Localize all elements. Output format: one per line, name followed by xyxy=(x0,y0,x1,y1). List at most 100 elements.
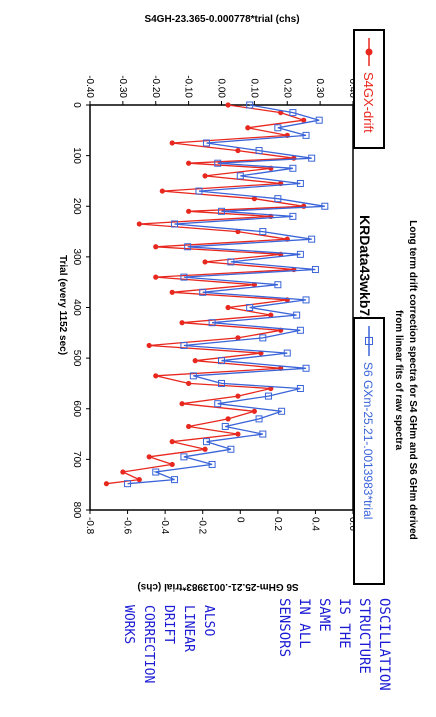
left-axis-tick-label: 0.30 xyxy=(314,79,325,99)
data-point xyxy=(103,481,110,487)
data-point xyxy=(169,289,175,295)
data-point xyxy=(246,304,254,311)
right-axis-tick-label: -0.2 xyxy=(197,517,208,535)
data-point xyxy=(221,422,229,430)
data-point xyxy=(153,274,159,280)
svg-text:IS THE: IS THE xyxy=(336,598,352,649)
data-point xyxy=(296,385,304,392)
data-point xyxy=(225,102,231,108)
data-point xyxy=(202,438,210,446)
data-point xyxy=(296,326,304,334)
data-point xyxy=(245,125,251,131)
data-point xyxy=(259,228,267,236)
rotated-chart: -0.40 -0.30 -0.20 -0.10 0.00 0.10 0.20 0.30 0.40… xyxy=(57,29,418,585)
data-point xyxy=(308,154,316,162)
x-axis-label: Trial (every 1152 sec) xyxy=(57,255,68,355)
data-point xyxy=(302,131,310,139)
left-axis-tick-label: -0.40 xyxy=(84,75,95,98)
left-axis-tick-label: -0.30 xyxy=(117,75,128,98)
svg-text:CORRECTION: CORRECTION xyxy=(141,605,156,683)
data-point xyxy=(218,379,225,387)
data-point xyxy=(208,460,216,468)
right-axis-ticks: -0.8 -0.6 -0.4 -0.2 0 0.2 0.4 0.6 xyxy=(84,510,358,535)
legend-s6gxm-label: S6 GXm-25.21-.0013983*trial xyxy=(361,362,375,519)
data-point xyxy=(171,220,179,228)
left-axis-tick-label: -0.20 xyxy=(150,75,161,98)
left-axis-tick-label: 0.20 xyxy=(281,79,292,99)
chart-subtitle: KRData43wkb72 xyxy=(357,215,373,324)
data-point xyxy=(268,312,274,318)
handwritten-note-oscillation: OSCILLATION STRUCTURE IS THE SAME IN ALL… xyxy=(276,598,392,691)
data-point xyxy=(159,188,165,194)
data-point xyxy=(186,380,192,387)
data-point xyxy=(202,446,208,452)
data-point xyxy=(227,258,235,266)
right-axis-label: S6 GHm-25.21-.0013983*trial (chs) xyxy=(137,581,298,592)
data-point xyxy=(321,202,329,210)
data-point xyxy=(274,195,282,203)
svg-text:LINEAR: LINEAR xyxy=(181,605,196,652)
right-axis-tick-label: -0.6 xyxy=(122,517,133,535)
left-axis-tick-label: 0.40 xyxy=(347,79,358,99)
data-point xyxy=(208,319,216,327)
data-point xyxy=(202,173,208,179)
data-point xyxy=(311,266,319,274)
data-point xyxy=(186,208,192,214)
data-point xyxy=(195,187,203,195)
left-axis-tick-label: -0.10 xyxy=(183,75,194,98)
x-axis-tick-label: 300 xyxy=(71,249,82,266)
data-point xyxy=(235,228,241,235)
svg-text:DRIFT: DRIFT xyxy=(161,605,176,644)
data-point xyxy=(225,416,231,422)
chart-title-line-1: Long term drift correction spectra for S… xyxy=(407,220,418,540)
x-axis-tick-label: 600 xyxy=(71,400,82,417)
data-point xyxy=(153,244,159,250)
data-point xyxy=(189,372,197,380)
right-axis-tick-label: 0.6 xyxy=(347,517,358,531)
right-axis-tick-label: 0 xyxy=(234,517,245,523)
left-axis-tick-label: 0.10 xyxy=(248,79,259,99)
x-axis-tick-label: 400 xyxy=(71,299,82,316)
data-point xyxy=(236,172,244,180)
right-axis-tick-label: 0.4 xyxy=(309,517,320,531)
handwritten-note-linear-drift: ALSO LINEAR DRIFT CORRECTION WORKS xyxy=(121,605,216,683)
x-axis-tick-label: 700 xyxy=(71,451,82,468)
svg-text:SENSORS: SENSORS xyxy=(276,598,292,657)
data-point xyxy=(169,140,175,146)
data-point xyxy=(146,454,152,460)
data-point xyxy=(202,139,210,147)
x-axis-tick-label: 100 xyxy=(71,147,82,164)
left-axis-label: S4GH-23.365-0.000778*trial (chs) xyxy=(144,14,299,25)
data-point xyxy=(264,392,272,400)
data-point xyxy=(255,415,263,423)
data-point xyxy=(235,393,241,399)
data-point xyxy=(302,364,310,372)
data-point xyxy=(218,207,225,215)
data-point xyxy=(199,288,207,296)
data-point xyxy=(184,243,192,251)
svg-text:OSCILLATION: OSCILLATION xyxy=(376,598,392,691)
x-axis-tick-label: 0 xyxy=(71,102,82,108)
data-point xyxy=(255,147,263,155)
x-axis-ticks: 0 100 200 300 400 500 600 700 800 xyxy=(71,102,90,519)
data-point xyxy=(136,221,142,227)
data-point xyxy=(214,159,222,167)
data-point xyxy=(179,320,185,326)
data-point xyxy=(308,235,316,243)
data-point xyxy=(296,250,304,258)
svg-text:WORKS: WORKS xyxy=(121,605,136,644)
data-point xyxy=(315,116,323,124)
data-point xyxy=(302,296,310,304)
legend-s6gxm: S6 GXm-25.21-.0013983*trial xyxy=(353,317,385,585)
data-point xyxy=(186,160,192,166)
series-line xyxy=(127,104,325,485)
data-point xyxy=(235,147,241,154)
data-point xyxy=(124,480,132,488)
data-point xyxy=(171,476,179,484)
svg-text:STRUCTURE: STRUCTURE xyxy=(356,598,372,674)
data-point xyxy=(293,311,301,319)
data-point xyxy=(179,401,185,407)
data-point xyxy=(235,335,241,341)
data-point xyxy=(278,407,286,415)
